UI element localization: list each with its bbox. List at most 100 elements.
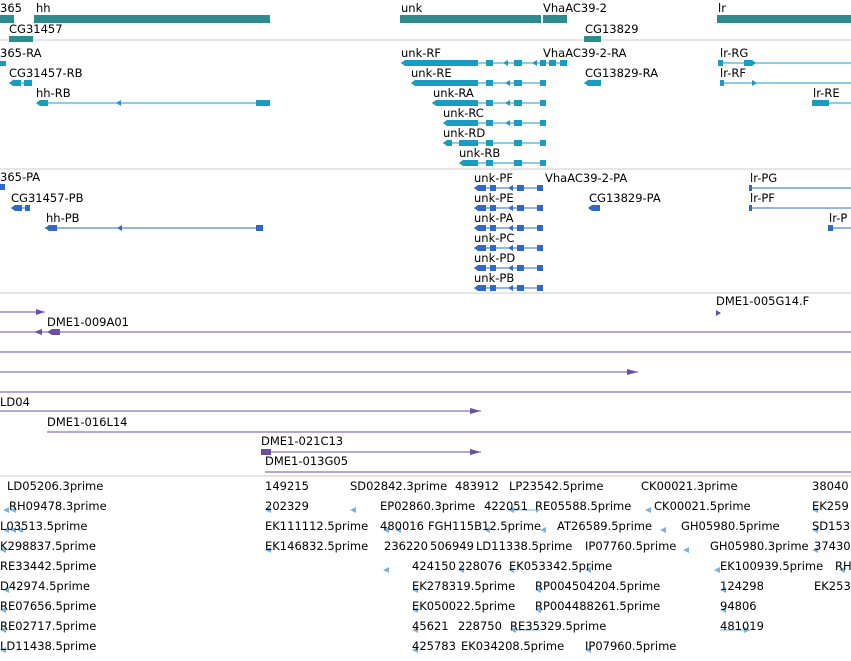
protein-block[interactable] <box>474 245 486 251</box>
est-marker[interactable] <box>536 510 540 513</box>
transcript-exon[interactable] <box>514 140 522 146</box>
est-marker[interactable] <box>839 567 845 573</box>
protein-block[interactable] <box>517 225 524 231</box>
transcript-exon[interactable] <box>514 160 522 166</box>
protein-block[interactable] <box>0 184 5 190</box>
transcript-exon[interactable] <box>514 80 522 86</box>
est-marker[interactable] <box>3 587 9 593</box>
est-marker[interactable] <box>585 647 591 653</box>
protein-block[interactable] <box>490 205 496 211</box>
transcript-exon[interactable] <box>256 100 270 106</box>
transcript-exon[interactable] <box>540 100 546 106</box>
protein-block[interactable] <box>517 245 524 251</box>
transcript-exon[interactable] <box>584 80 601 86</box>
est-marker[interactable] <box>714 567 720 573</box>
transcript-exon[interactable] <box>560 60 567 66</box>
est-marker[interactable] <box>0 627 6 633</box>
est-marker[interactable] <box>0 607 6 613</box>
protein-block[interactable] <box>537 225 543 231</box>
est-marker[interactable] <box>720 587 726 593</box>
transcript-exon[interactable] <box>432 100 478 106</box>
est-marker[interactable] <box>744 627 750 633</box>
protein-block[interactable] <box>537 285 543 291</box>
transcript-exon[interactable] <box>486 100 493 106</box>
est-marker[interactable] <box>3 507 9 513</box>
transcript-exon[interactable] <box>812 100 829 106</box>
transcript-exon[interactable] <box>411 80 478 86</box>
protein-block[interactable] <box>749 205 752 211</box>
protein-block[interactable] <box>517 205 524 211</box>
transcript-exon[interactable] <box>514 60 522 66</box>
est-marker[interactable] <box>10 527 16 533</box>
transcript-exon[interactable] <box>540 140 546 146</box>
protein-block[interactable] <box>749 185 752 191</box>
protein-block[interactable] <box>537 245 543 251</box>
est-marker[interactable] <box>3 527 9 533</box>
protein-block[interactable] <box>11 205 22 211</box>
est-marker[interactable] <box>510 627 516 633</box>
protein-block[interactable] <box>474 185 486 191</box>
gene-bar[interactable] <box>0 15 14 23</box>
est-marker[interactable] <box>350 507 356 513</box>
est-marker[interactable] <box>645 507 651 513</box>
protein-block[interactable] <box>474 205 486 211</box>
transcript-exon[interactable] <box>486 140 493 146</box>
protein-block[interactable] <box>828 225 833 231</box>
transcript-exon[interactable] <box>459 140 478 146</box>
transcript-exon[interactable] <box>540 160 546 166</box>
protein-block[interactable] <box>537 185 543 191</box>
transcript-exon[interactable] <box>9 80 21 86</box>
protein-block[interactable] <box>517 265 524 271</box>
est-marker[interactable] <box>585 567 591 573</box>
transcript-exon[interactable] <box>514 100 522 106</box>
est-marker[interactable] <box>395 527 401 533</box>
est-marker[interactable] <box>720 607 726 613</box>
transcript-exon[interactable] <box>459 160 478 166</box>
est-marker[interactable] <box>535 587 541 593</box>
est-marker[interactable] <box>508 567 514 573</box>
est-marker[interactable] <box>265 507 271 513</box>
gene-bar[interactable] <box>717 15 851 23</box>
est-marker[interactable] <box>17 527 23 533</box>
protein-block[interactable] <box>517 285 524 291</box>
est-marker[interactable] <box>660 527 666 533</box>
protein-block[interactable] <box>537 205 543 211</box>
transcript-exon[interactable] <box>0 61 6 66</box>
est-marker[interactable] <box>540 527 546 533</box>
est-marker[interactable] <box>484 527 490 533</box>
protein-block[interactable] <box>474 225 486 231</box>
transcript-exon[interactable] <box>540 120 546 126</box>
transcript-exon[interactable] <box>401 60 478 66</box>
gene-bar[interactable] <box>584 36 601 42</box>
est-marker[interactable] <box>508 507 514 513</box>
est-marker[interactable] <box>683 547 689 553</box>
transcript-exon[interactable] <box>486 120 493 126</box>
protein-block[interactable] <box>490 225 496 231</box>
protein-block[interactable] <box>588 205 600 211</box>
transcript-exon[interactable] <box>718 60 723 66</box>
est-marker[interactable] <box>412 607 418 613</box>
protein-block[interactable] <box>45 225 57 231</box>
transcript-exon[interactable] <box>744 60 756 66</box>
protein-block[interactable] <box>537 265 543 271</box>
transcript-exon[interactable] <box>443 120 478 126</box>
transcript-exon[interactable] <box>24 80 32 86</box>
transcript-exon[interactable] <box>443 140 452 146</box>
est-marker[interactable] <box>458 567 464 573</box>
est-marker[interactable] <box>10 507 16 513</box>
est-marker[interactable] <box>535 607 541 613</box>
transcript-exon[interactable] <box>486 80 493 86</box>
gene-bar[interactable] <box>543 15 567 23</box>
est-marker[interactable] <box>383 567 389 573</box>
protein-block[interactable] <box>256 225 263 231</box>
protein-block[interactable] <box>25 205 30 211</box>
est-marker[interactable] <box>412 647 418 653</box>
est-marker[interactable] <box>383 527 389 533</box>
est-marker[interactable] <box>812 527 818 533</box>
est-marker[interactable] <box>812 547 818 553</box>
est-marker[interactable] <box>0 547 6 553</box>
gene-bar[interactable] <box>9 36 33 42</box>
protein-block[interactable] <box>490 185 496 191</box>
est-marker[interactable] <box>412 587 418 593</box>
transcript-exon[interactable] <box>36 100 48 106</box>
